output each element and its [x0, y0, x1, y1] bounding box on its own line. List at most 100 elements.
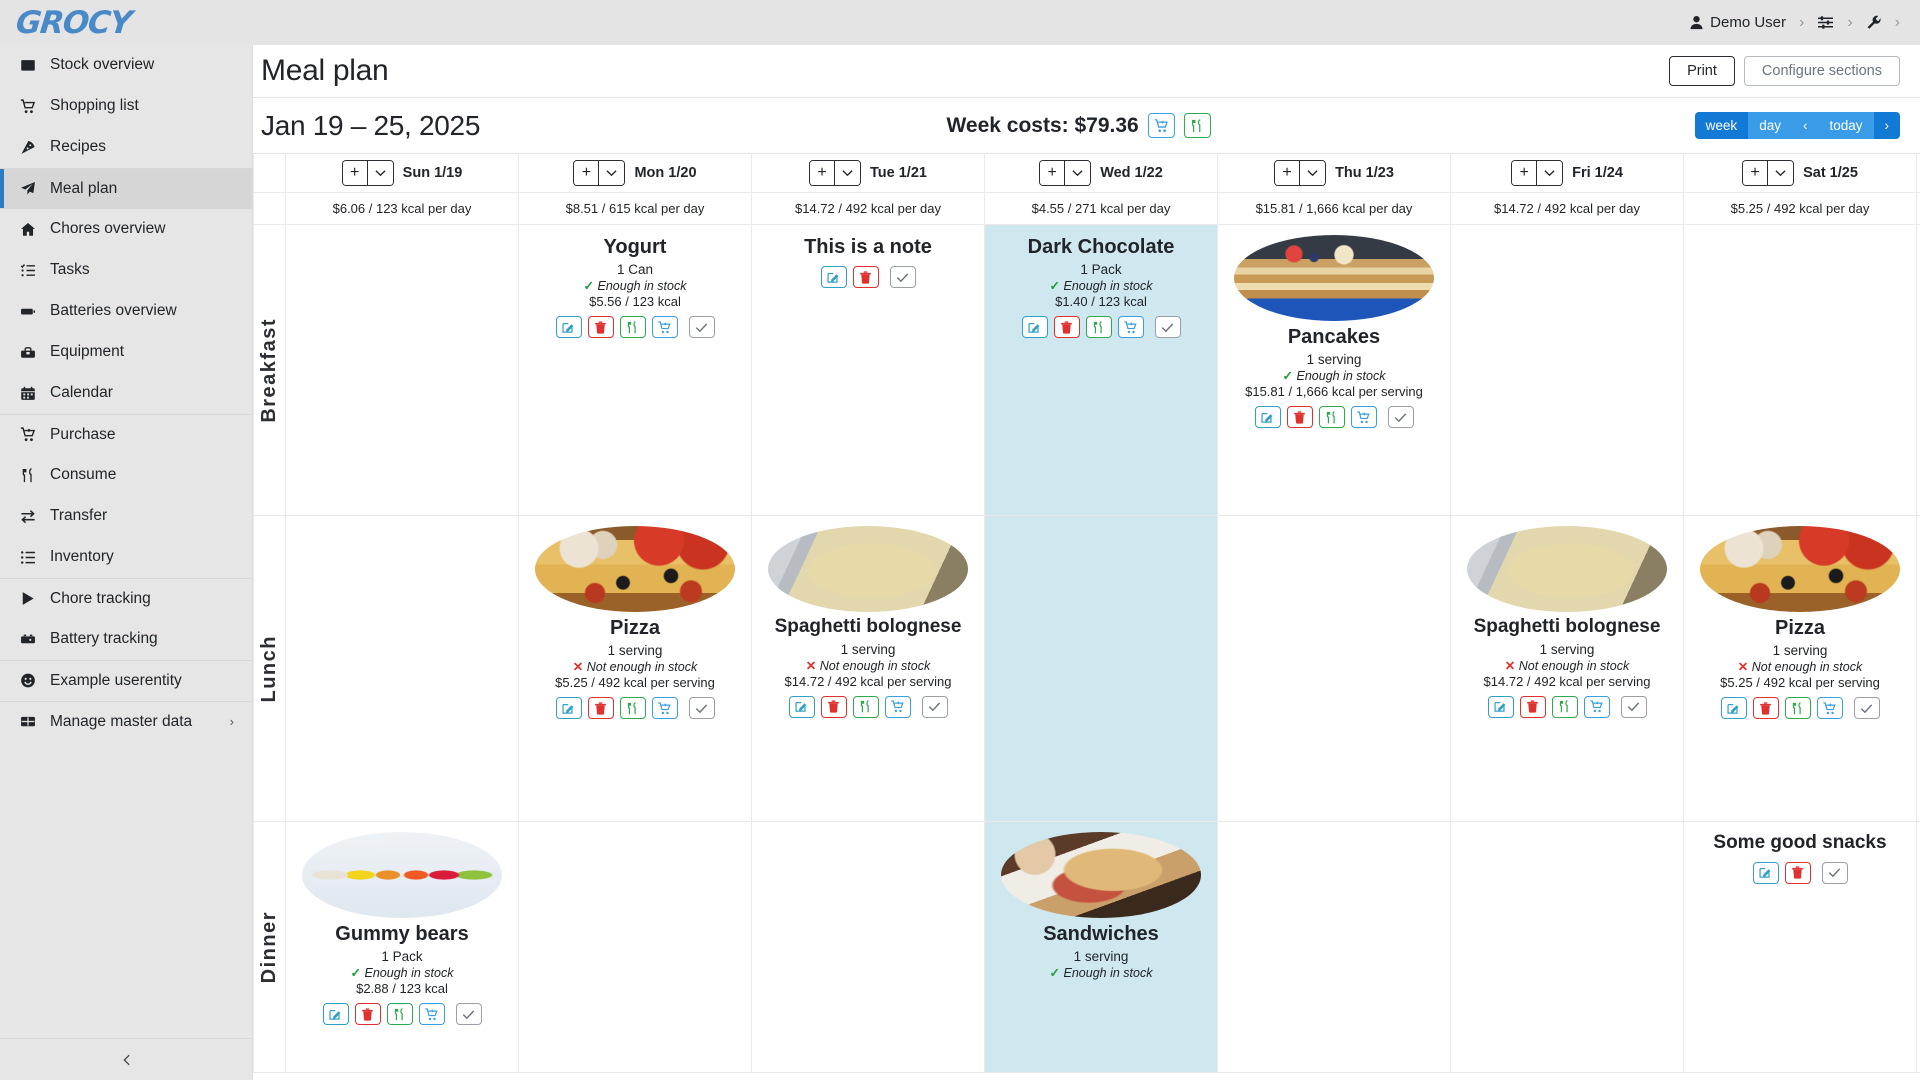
done-button[interactable]	[688, 697, 715, 719]
consume-button[interactable]	[619, 697, 646, 719]
add-entry-button[interactable]: +	[574, 161, 600, 185]
add-entry-dropdown-icon[interactable]	[1065, 161, 1091, 185]
add-entry-button[interactable]: +	[342, 161, 368, 185]
meal-cell[interactable]: Pancakes 1 serving ✓ Enough in stock $15.…	[1218, 225, 1451, 515]
meal-cell[interactable]	[1684, 225, 1917, 515]
delete-button[interactable]	[587, 697, 614, 719]
meal-cell[interactable]: This is a note	[752, 225, 985, 515]
sidebar-item-consume[interactable]: Consume	[0, 455, 252, 496]
sidebar-item-inventory[interactable]: Inventory	[0, 537, 252, 578]
edit-button[interactable]	[1254, 406, 1281, 428]
user-menu-chevron-icon[interactable]: ›	[1799, 13, 1805, 31]
edit-button[interactable]	[322, 1003, 349, 1025]
sidebar-item-battery-tracking[interactable]: Battery tracking	[0, 619, 252, 660]
add-entry-button[interactable]: +	[1275, 161, 1301, 185]
meal-cell[interactable]	[1451, 822, 1684, 1072]
tools-menu[interactable]	[1859, 15, 1889, 31]
purchase-button[interactable]	[651, 697, 678, 719]
app-logo[interactable]: GROCY	[0, 5, 253, 41]
purchase-button[interactable]	[418, 1003, 445, 1025]
sidebar-item-tasks[interactable]: Tasks	[0, 250, 252, 291]
purchase-button[interactable]	[1583, 695, 1610, 718]
sidebar-item-equipment[interactable]: Equipment	[0, 332, 252, 373]
delete-button[interactable]	[1053, 316, 1080, 338]
configure-sections-button[interactable]: Configure sections	[1743, 55, 1900, 87]
meal-cell[interactable]: Dark Chocolate 1 Pack ✓ Enough in stock $…	[985, 225, 1218, 515]
delete-button[interactable]	[354, 1003, 381, 1025]
consume-button[interactable]	[1551, 695, 1578, 718]
consume-button[interactable]	[619, 316, 646, 338]
add-entry-button[interactable]: +	[810, 161, 836, 185]
done-button[interactable]	[921, 695, 948, 718]
purchase-button[interactable]	[1816, 697, 1843, 719]
edit-button[interactable]	[1021, 316, 1048, 338]
meal-cell[interactable]: Gummy bears 1 Pack ✓ Enough in stock $2.8…	[286, 822, 519, 1072]
delete-button[interactable]	[1752, 697, 1779, 719]
add-entry-dropdown-icon[interactable]	[599, 161, 625, 185]
sidebar-collapse-button[interactable]	[0, 1038, 252, 1080]
meal-cell[interactable]: Sandwiches 1 serving ✓ Enough in stock	[985, 822, 1218, 1072]
done-button[interactable]	[889, 266, 916, 288]
done-button[interactable]	[1387, 406, 1414, 428]
today-button[interactable]: today	[1818, 112, 1874, 139]
sidebar-item-chore-tracking[interactable]: Chore tracking	[0, 578, 252, 619]
settings-menu-chevron-icon[interactable]: ›	[1847, 13, 1853, 31]
user-menu[interactable]: Demo User	[1682, 14, 1793, 31]
meal-cell[interactable]: Some good snacks	[1684, 822, 1917, 1072]
sidebar-item-meal-plan[interactable]: Meal plan	[0, 168, 252, 209]
sidebar-item-transfer[interactable]: Transfer	[0, 496, 252, 537]
meal-cell[interactable]	[286, 516, 519, 821]
sidebar-item-shopping-list[interactable]: Shopping list	[0, 86, 252, 127]
add-entry-dropdown-icon[interactable]	[835, 161, 861, 185]
delete-button[interactable]	[852, 266, 879, 288]
edit-button[interactable]	[555, 697, 582, 719]
settings-menu[interactable]	[1810, 15, 1841, 30]
sidebar-item-purchase[interactable]: Purchase	[0, 414, 252, 455]
purchase-button[interactable]	[1117, 316, 1144, 338]
edit-button[interactable]	[1720, 697, 1747, 719]
done-button[interactable]	[1154, 316, 1181, 338]
delete-button[interactable]	[1784, 861, 1811, 884]
consume-button[interactable]	[1784, 697, 1811, 719]
meal-cell[interactable]	[1451, 225, 1684, 515]
meal-cell[interactable]: Yogurt 1 Can ✓ Enough in stock $5.56 / 12…	[519, 225, 752, 515]
meal-cell[interactable]	[985, 516, 1218, 821]
tools-menu-chevron-icon[interactable]: ›	[1894, 13, 1900, 31]
add-entry-dropdown-icon[interactable]	[367, 161, 393, 185]
next-period-button[interactable]: ›	[1873, 112, 1900, 139]
print-button[interactable]: Print	[1669, 55, 1735, 87]
sidebar-item-example-userentity[interactable]: Example userentity	[0, 660, 252, 701]
meal-cell[interactable]	[1218, 516, 1451, 821]
done-button[interactable]	[455, 1003, 482, 1025]
consume-button[interactable]	[852, 695, 879, 718]
consume-button[interactable]	[386, 1003, 413, 1025]
edit-button[interactable]	[555, 316, 582, 338]
view-day-button[interactable]: day	[1748, 112, 1792, 139]
edit-button[interactable]	[1752, 861, 1779, 884]
edit-button[interactable]	[820, 266, 847, 288]
add-entry-button[interactable]: +	[1512, 161, 1538, 185]
view-week-button[interactable]: week	[1694, 112, 1749, 139]
sidebar-item-stock-overview[interactable]: Stock overview	[0, 45, 252, 86]
add-week-to-shopping-list-button[interactable]	[1147, 113, 1175, 138]
sidebar-item-recipes[interactable]: Recipes	[0, 127, 252, 168]
meal-cell[interactable]: Spaghetti bolognese 1 serving ✕ Not enoug…	[752, 516, 985, 821]
delete-button[interactable]	[1286, 406, 1313, 428]
purchase-button[interactable]	[884, 695, 911, 718]
add-entry-dropdown-icon[interactable]	[1300, 161, 1326, 185]
add-entry-dropdown-icon[interactable]	[1768, 161, 1794, 185]
add-entry-button[interactable]: +	[1743, 161, 1769, 185]
meal-cell[interactable]	[519, 822, 752, 1072]
sidebar-item-calendar[interactable]: Calendar	[0, 373, 252, 414]
add-entry-button[interactable]: +	[1040, 161, 1066, 185]
meal-cell[interactable]	[752, 822, 985, 1072]
purchase-button[interactable]	[651, 316, 678, 338]
meal-cell[interactable]	[286, 225, 519, 515]
meal-cell[interactable]	[1218, 822, 1451, 1072]
meal-cell[interactable]: Pizza 1 serving ✕ Not enough in stock $5.…	[519, 516, 752, 821]
consume-button[interactable]	[1318, 406, 1345, 428]
done-button[interactable]	[688, 316, 715, 338]
sidebar-item-manage-master-data[interactable]: Manage master data ›	[0, 701, 252, 742]
delete-button[interactable]	[1519, 695, 1546, 718]
purchase-button[interactable]	[1350, 406, 1377, 428]
